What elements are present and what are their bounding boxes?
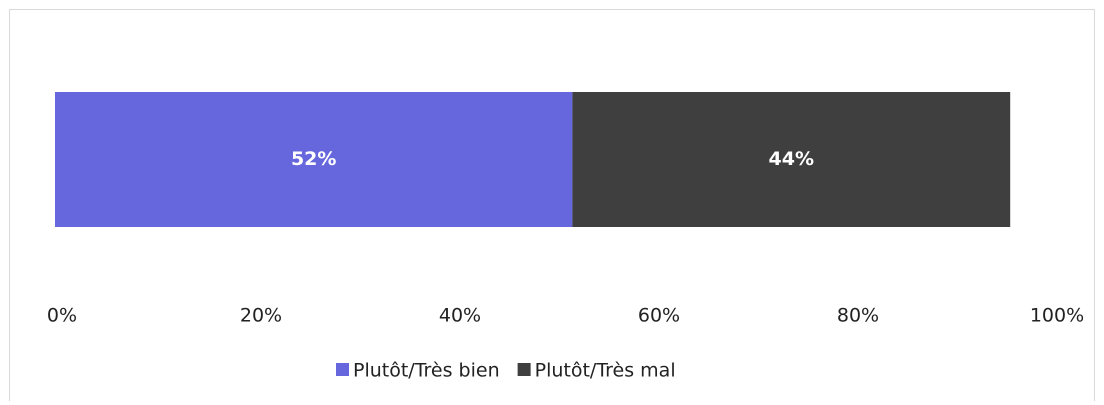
- value-label: 44%: [769, 148, 814, 170]
- x-tick-label: 0%: [47, 305, 77, 327]
- bar-segment: [55, 92, 573, 227]
- x-tick-label: 60%: [638, 305, 680, 327]
- legend-label: Plutôt/Très mal: [535, 360, 676, 382]
- legend-swatch: [336, 363, 349, 376]
- x-tick-label: 20%: [240, 305, 282, 327]
- value-label: 52%: [291, 148, 336, 170]
- legend-label: Plutôt/Très bien: [353, 360, 500, 382]
- x-tick-label: 100%: [1030, 305, 1084, 327]
- x-tick-label: 80%: [837, 305, 879, 327]
- legend-swatch: [517, 363, 531, 376]
- bar-segment: [572, 92, 1011, 227]
- x-tick-label: 40%: [439, 305, 481, 327]
- chart-frame: [9, 9, 1095, 405]
